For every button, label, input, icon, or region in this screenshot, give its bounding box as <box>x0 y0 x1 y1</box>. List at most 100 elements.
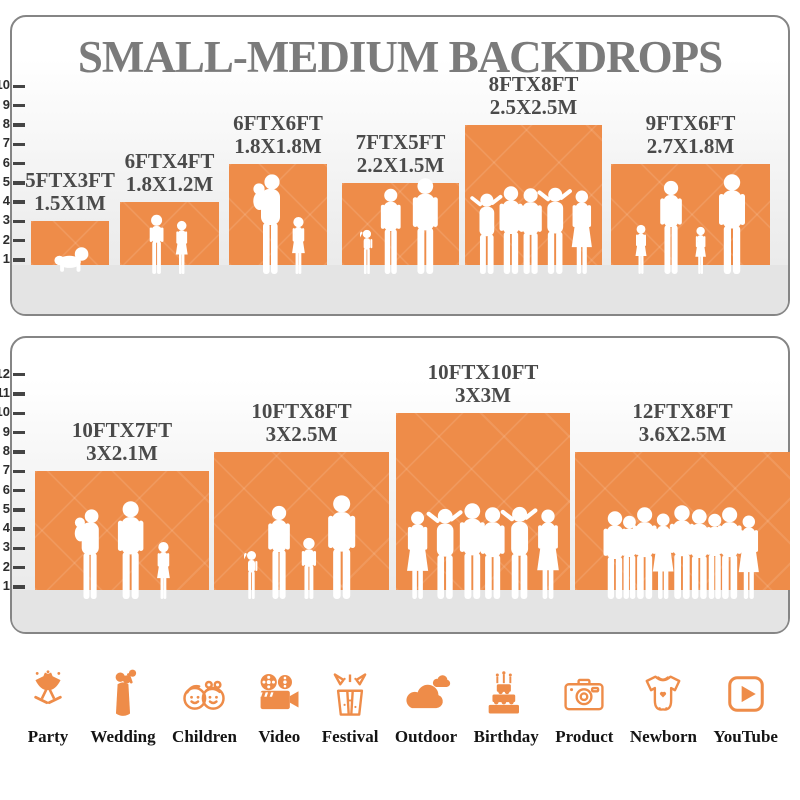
category-label: Wedding <box>90 727 156 746</box>
category-row: Party Wedding Children Video Festival Outdoor… <box>0 652 800 772</box>
children-faces-icon <box>178 668 230 720</box>
category-wedding: Wedding <box>90 652 156 772</box>
woman-dress-silhouette-icon <box>400 511 435 599</box>
man-silhouette-icon <box>456 503 489 599</box>
ruler-tick <box>13 181 25 185</box>
ruler-tick-label: 6 <box>2 154 10 170</box>
ruler-tick <box>13 527 25 531</box>
wedding-couple-icon <box>97 668 149 720</box>
category-children: Children <box>172 652 237 772</box>
ruler-tick-label: 1 <box>2 251 10 266</box>
category-label: Video <box>258 727 301 746</box>
ruler-tick <box>13 430 25 435</box>
backdrop-size-label: 12FTX8FT 3.6X2.5M <box>632 398 733 446</box>
man-arms-up-silhouette-icon <box>498 505 541 599</box>
category-label: Party <box>27 727 69 746</box>
ruler-tick-label: 6 <box>2 481 10 497</box>
ruler-tick <box>13 488 25 493</box>
size-ft-text: 8FTX8FT <box>488 71 579 96</box>
ruler-tick-label: 8 <box>2 442 10 458</box>
ruler-tick-label: 5 <box>2 173 10 189</box>
woman-dress-silhouette-icon <box>732 515 766 599</box>
backdrop-size-label: 10FTX7FT 3X2.1M <box>72 419 172 465</box>
ruler-tick <box>13 219 25 224</box>
size-ft-text: 10FTX10FT <box>427 360 539 385</box>
girl-silhouette-icon <box>153 541 174 599</box>
ruler-tick-label: 2 <box>2 558 10 574</box>
silhouette-group <box>35 501 209 599</box>
size-m-text: 3X2.1M <box>86 441 158 466</box>
girl-silhouette-icon <box>632 224 650 274</box>
toddler-silhouette-icon <box>359 228 374 274</box>
size-ft-text: 6FTX6FT <box>233 110 323 135</box>
woman-silhouette-icon <box>377 188 405 274</box>
man-silhouette-icon <box>324 495 359 599</box>
silhouette-group <box>575 505 790 599</box>
backdrop-block-10ftx7ft <box>35 471 209 590</box>
small-medium-panel: SMALL-MEDIUM BACKDROPS 1 2 3 4 5 6 7 8 9 10 5FTX3F… <box>0 15 790 316</box>
large-sizes-panel: 12345678910111210FTX7FT3X2.1M10FTX8FT3X2… <box>0 336 790 634</box>
crawling-baby-silhouette-icon <box>48 244 92 274</box>
silhouette-group <box>31 244 109 274</box>
size-m-text: 1.5X1M <box>34 191 106 216</box>
woman-dress-silhouette-icon <box>565 190 599 274</box>
boy-silhouette-icon <box>147 214 166 274</box>
category-label: Children <box>172 727 237 746</box>
girl-silhouette-icon <box>288 216 309 274</box>
ruler-tick-label: 10 <box>0 404 10 420</box>
video-camera-icon <box>253 668 305 720</box>
newborn-onesie-icon <box>637 668 689 720</box>
silhouette-group <box>214 495 389 599</box>
ruler-tick <box>13 373 25 377</box>
man-silhouette-icon <box>600 511 630 599</box>
man-silhouette-icon <box>114 501 147 599</box>
backdrop-size-label: 9FTX6FT 2.7X1.8M <box>645 110 736 158</box>
size-m-text: 2.7X1.8M <box>646 133 735 158</box>
ruler-tick-label: 1 <box>2 578 10 593</box>
backdrop-size-label: 7FTX5FT 2.2X1.5M <box>355 129 446 177</box>
man-silhouette-icon <box>516 188 545 274</box>
category-product: Product <box>555 652 613 772</box>
category-party: Party <box>22 652 74 772</box>
ruler-tick <box>13 161 25 166</box>
backdrop-size-label: 6FTX6FT 1.8X1.8M <box>233 110 323 158</box>
size-ft-text: 9FTX6FT <box>645 110 736 135</box>
size-ft-text: 10FTX7FT <box>71 418 173 443</box>
ruler-tick <box>13 469 25 473</box>
category-festival: Festival <box>322 652 378 772</box>
ruler-tick-label: 8 <box>2 115 10 131</box>
size-ft-text: 10FTX8FT <box>251 398 352 423</box>
man-silhouette-icon <box>409 178 442 274</box>
woman-silhouette-icon <box>656 180 686 274</box>
size-ft-text: 12FTX8FT <box>632 398 733 423</box>
size-ft-text: 7FTX5FT <box>355 129 446 154</box>
backdrop-block-6ftx4ft <box>120 202 219 265</box>
panel-floor <box>12 265 788 314</box>
silhouette-group <box>396 503 570 599</box>
category-label: Newborn <box>629 727 697 746</box>
backdrop-block-10ftx8ft <box>214 451 389 590</box>
ruler-tick-label: 2 <box>2 231 10 247</box>
category-video: Video <box>253 652 305 772</box>
category-label: Birthday <box>473 727 539 746</box>
ruler-tick-label: 3 <box>2 212 10 228</box>
category-label: YouTube <box>713 727 778 746</box>
size-m-text: 1.8X1.2M <box>125 172 214 197</box>
size-m-text: 3.6X2.5M <box>638 421 727 446</box>
backdrop-size-label: 5FTX3FT 1.5X1M <box>25 169 115 215</box>
ruler-tick-label: 9 <box>2 96 10 112</box>
backdrop-size-label: 10FTX8FT 3X2.5M <box>251 398 352 446</box>
woman-silhouette-icon <box>264 505 294 599</box>
man-silhouette-icon <box>496 186 526 274</box>
woman-dress-silhouette-icon <box>530 509 566 599</box>
ruler-tick <box>13 84 25 88</box>
ruler-tick <box>13 411 25 415</box>
ruler-tick <box>13 258 25 262</box>
category-label: Product <box>555 727 614 746</box>
toddler-silhouette-icon <box>243 549 259 599</box>
birthday-cake-icon <box>480 668 532 720</box>
ruler-tick <box>13 239 25 243</box>
man-silhouette-icon <box>477 507 508 599</box>
backdrop-size-label: 6FTX4FT 1.8X1.2M <box>125 150 215 196</box>
size-m-text: 2.2X1.5M <box>356 152 445 177</box>
